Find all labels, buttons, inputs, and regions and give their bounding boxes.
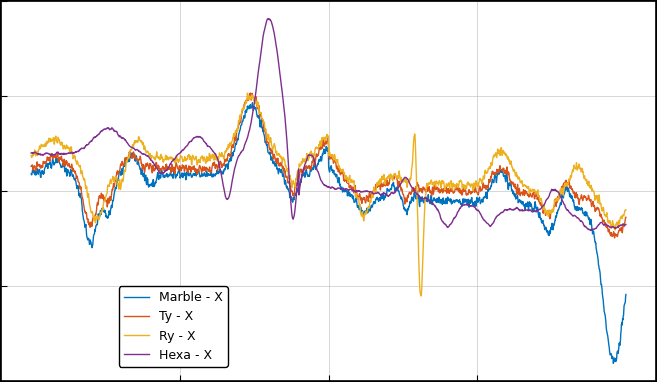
Ty - X [58, 154, 66, 159]
Ty - X [610, 236, 618, 240]
Hexa - X [587, 228, 595, 233]
Ty - X [27, 164, 35, 169]
Line: Ty - X: Ty - X [31, 93, 626, 238]
Ry - X [622, 207, 630, 212]
Ty - X [301, 166, 309, 170]
Line: Ry - X: Ry - X [31, 93, 626, 296]
Marble - X [622, 292, 630, 297]
Ry - X [496, 153, 504, 158]
Legend: Marble - X, Ty - X, Ry - X, Hexa - X: Marble - X, Ty - X, Ry - X, Hexa - X [119, 286, 228, 367]
Marble - X [610, 361, 618, 366]
Line: Hexa - X: Hexa - X [31, 19, 626, 230]
Marble - X [604, 342, 612, 346]
Hexa - X [301, 162, 309, 167]
Ry - X [58, 140, 66, 144]
Line: Marble - X: Marble - X [31, 103, 626, 363]
Ry - X [317, 142, 325, 147]
Marble - X [496, 167, 504, 172]
Ry - X [605, 219, 613, 224]
Hexa - X [27, 151, 35, 155]
Ry - X [417, 294, 425, 298]
Ry - X [244, 91, 252, 96]
Hexa - X [58, 152, 66, 156]
Hexa - X [264, 16, 272, 21]
Ty - X [622, 215, 630, 220]
Marble - X [605, 343, 613, 348]
Marble - X [301, 175, 309, 180]
Ty - X [246, 91, 254, 96]
Ry - X [301, 160, 309, 165]
Ty - X [496, 163, 504, 168]
Marble - X [27, 172, 35, 176]
Hexa - X [496, 212, 504, 216]
Ty - X [605, 227, 613, 231]
Marble - X [317, 154, 325, 159]
Ty - X [604, 229, 612, 234]
Marble - X [58, 165, 66, 169]
Hexa - X [605, 224, 613, 228]
Marble - X [248, 100, 256, 105]
Ry - X [605, 219, 613, 223]
Hexa - X [605, 224, 613, 229]
Hexa - X [317, 177, 325, 182]
Ry - X [27, 153, 35, 158]
Ty - X [317, 144, 325, 149]
Hexa - X [622, 222, 630, 227]
